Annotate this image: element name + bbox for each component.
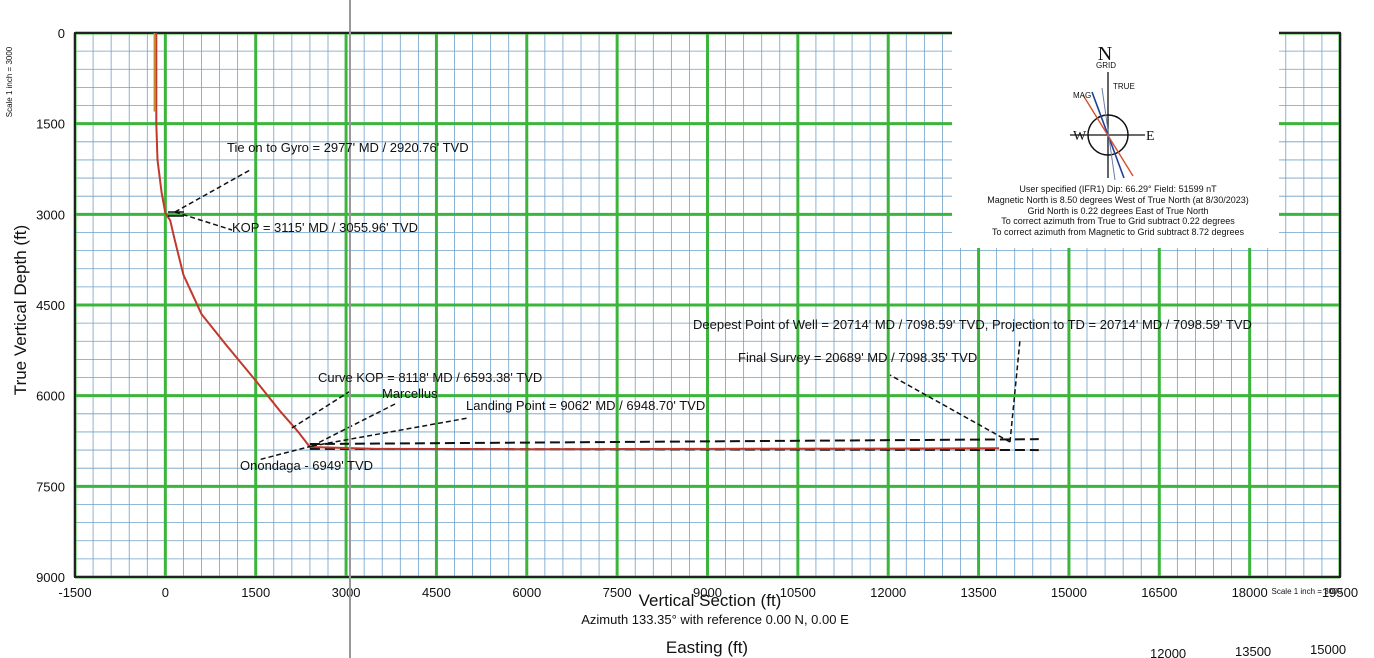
legend-line-3: Grid North is 0.22 degrees East of True …: [1027, 206, 1208, 216]
annotation-leaders: [168, 169, 1021, 461]
x-tick-label: 15000: [1051, 585, 1087, 600]
legend-line-1: User specified (IFR1) Dip: 66.29° Field:…: [1019, 184, 1217, 194]
x-tick-label: 0: [162, 585, 169, 600]
legend-line-5: To correct azimuth from Magnetic to Grid…: [992, 227, 1245, 237]
x-tick-label: 16500: [1141, 585, 1177, 600]
easting-label: Easting (ft): [666, 638, 748, 657]
annotation-deepest: Deepest Point of Well = 20714' MD / 7098…: [693, 317, 1252, 332]
grid-letter: GRID: [1096, 61, 1116, 70]
leader-deepest: [1009, 339, 1021, 443]
annotation-onondaga: Onondaga - 6949' TVD: [240, 458, 373, 473]
y-tick-label: 1500: [36, 117, 65, 132]
x-tick-label: 6000: [512, 585, 541, 600]
x-tick-label: 1500: [241, 585, 270, 600]
scale-label-left: Scale 1 inch = 3000: [5, 46, 14, 117]
leader-final-survey: [889, 374, 1011, 443]
x-tick-label: 4500: [422, 585, 451, 600]
partial-tick-13500: 13500: [1235, 644, 1271, 658]
x-tick-label: -1500: [58, 585, 91, 600]
legend-background: [952, 30, 1279, 248]
x-tick-label: 3000: [332, 585, 361, 600]
north-letter: N: [1098, 43, 1112, 65]
annotation-landing: Landing Point = 9062' MD / 6948.70' TVD: [466, 398, 705, 413]
legend-line-4: To correct azimuth from True to Grid sub…: [1001, 216, 1235, 226]
partial-tick-15000: 15000: [1310, 642, 1346, 657]
west-letter: W: [1073, 129, 1087, 144]
leader-tie-on: [174, 169, 251, 213]
partial-tick-12000: 12000: [1150, 646, 1186, 658]
annotation-tie-on: Tie on to Gyro = 2977' MD / 2920.76' TVD: [227, 140, 469, 155]
major-grid: [73, 31, 1342, 579]
true-label: TRUE: [1113, 82, 1135, 91]
x-tick-label: 9000: [693, 585, 722, 600]
compass-icon: [1070, 72, 1145, 181]
well-path-line: [155, 33, 1000, 451]
east-letter: E: [1146, 129, 1155, 144]
x-tick-label: 13500: [960, 585, 996, 600]
x-axis-title: Vertical Section (ft): [639, 591, 782, 610]
x-axis-subtitle: Azimuth 133.35° with reference 0.00 N, 0…: [581, 612, 849, 627]
y-tick-label: 4500: [36, 298, 65, 313]
y-axis-title: True Vertical Depth (ft): [11, 225, 30, 395]
well-path-series: [153, 33, 1000, 451]
leader-kop: [174, 211, 233, 231]
annotation-curve-kop: Curve KOP = 8118' MD / 6593.38' TVD: [318, 370, 542, 385]
x-tick-label: 12000: [870, 585, 906, 600]
annotation-marcellus: Marcellus: [382, 386, 438, 401]
plot-frame: [74, 32, 1341, 578]
y-tick-label: 7500: [36, 479, 65, 494]
y-tick-label: 9000: [36, 570, 65, 585]
mag-label: MAG: [1073, 91, 1091, 100]
x-tick-label: 10500: [780, 585, 816, 600]
leader-landing: [311, 417, 469, 447]
survey-band-top: [309, 438, 1039, 446]
x-tick-label: 7500: [603, 585, 632, 600]
x-tick-label: 19500: [1322, 585, 1358, 600]
y-tick-labels: 0 1500 3000 4500 6000 7500 9000: [36, 26, 65, 585]
legend-box: N GRID MAG TRUE W E User specified (IFR1…: [952, 30, 1279, 248]
legend-line-2: Magnetic North is 8.50 degrees West of T…: [987, 195, 1248, 205]
leader-onondaga: [257, 445, 313, 461]
x-tick-labels: -1500 0 1500 3000 4500 6000 7500 9000 10500 12000…: [58, 585, 1358, 600]
y-tick-label: 0: [58, 26, 65, 41]
annotation-final-survey: Final Survey = 20689' MD / 7098.35' TVD: [738, 350, 977, 365]
y-tick-label: 6000: [36, 389, 65, 404]
annotation-kop: KOP = 3115' MD / 3055.96' TVD: [232, 220, 418, 235]
y-tick-label: 3000: [36, 207, 65, 222]
scale-label-right: Scale 1 inch = 3000: [1272, 587, 1343, 596]
x-tick-label: 18000: [1232, 585, 1268, 600]
leader-curve-kop: [291, 389, 353, 429]
